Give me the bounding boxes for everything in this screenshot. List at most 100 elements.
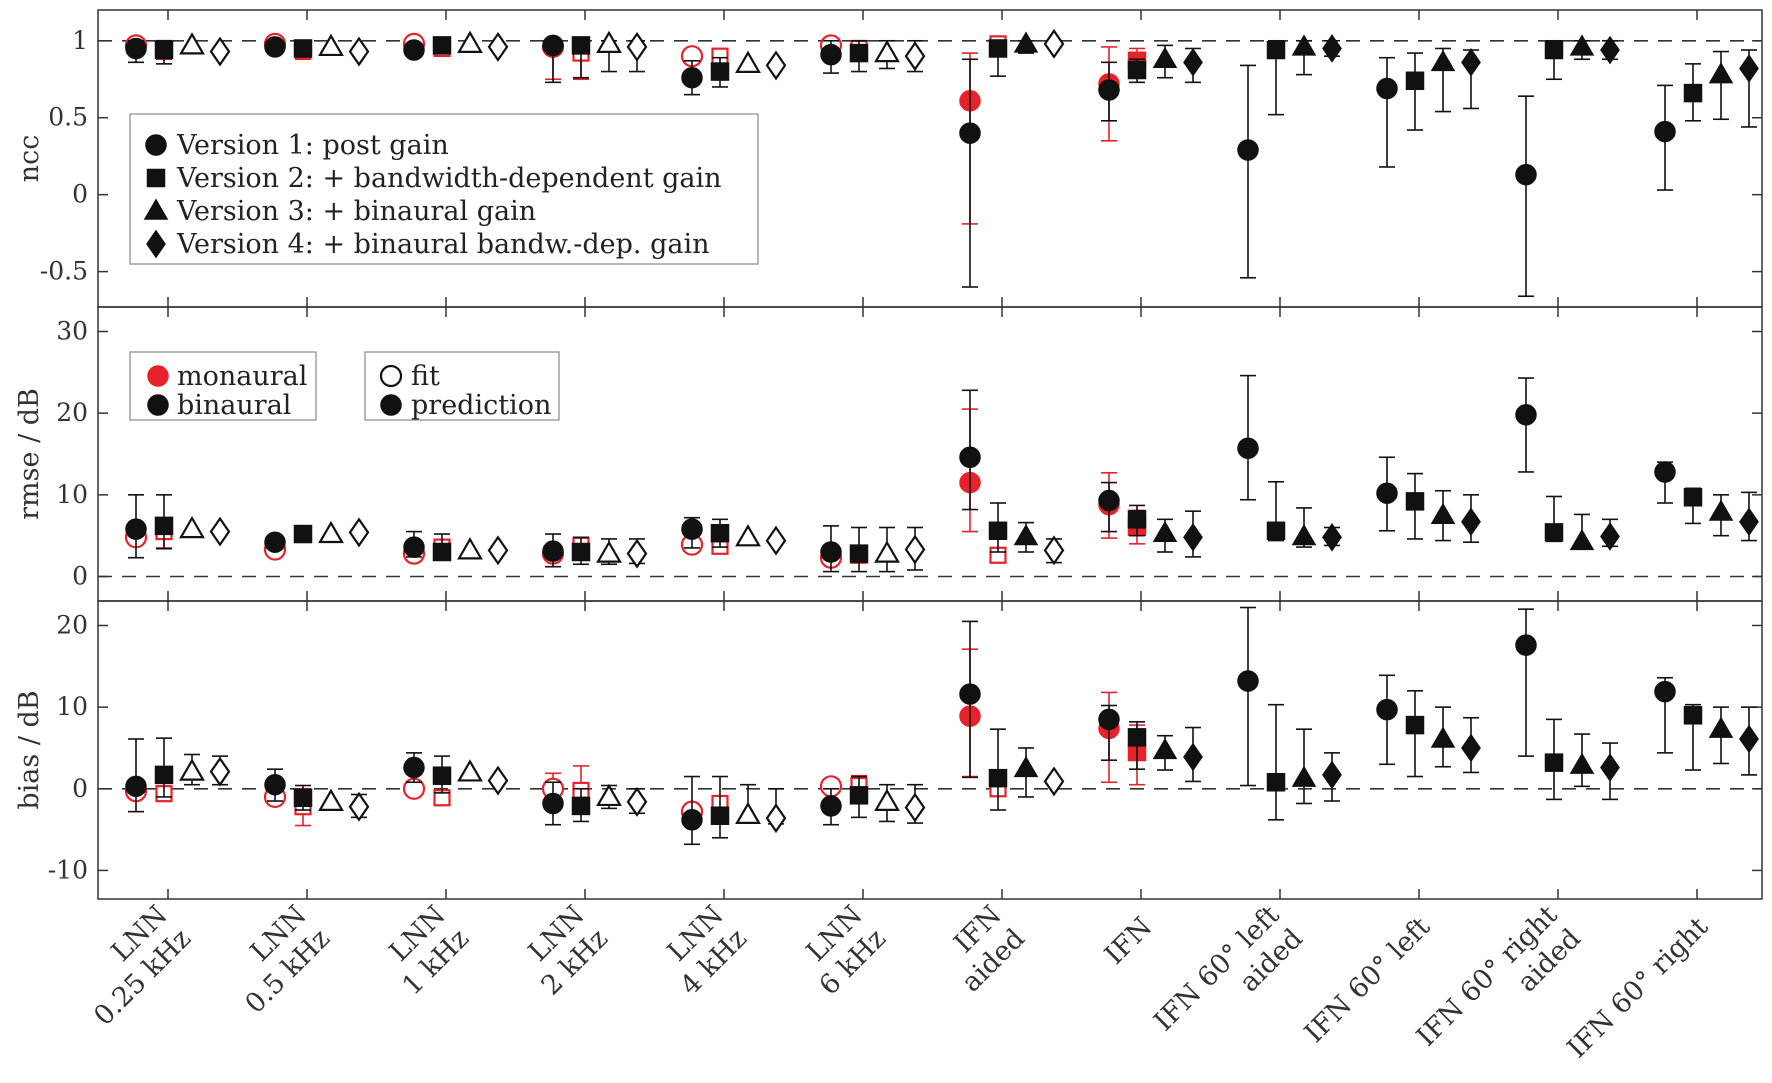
circle-marker xyxy=(959,683,981,705)
square-marker xyxy=(293,788,313,808)
data-point xyxy=(125,494,147,559)
data-point xyxy=(1322,522,1342,552)
data-point xyxy=(487,32,509,62)
diamond-marker xyxy=(348,791,370,822)
triangle-marker xyxy=(1708,716,1734,738)
circle-marker xyxy=(1098,708,1120,731)
data-point xyxy=(959,389,981,511)
triangle-marker xyxy=(874,540,900,563)
data-point xyxy=(403,530,425,558)
square-marker xyxy=(432,542,452,562)
diamond-marker xyxy=(904,41,926,72)
diamond-marker xyxy=(487,32,509,62)
data-point xyxy=(1569,733,1595,788)
data-point xyxy=(849,39,869,73)
square-marker xyxy=(293,39,313,58)
circle-marker xyxy=(542,540,564,562)
data-point xyxy=(1461,494,1481,544)
diamond-marker xyxy=(1600,753,1620,782)
square-marker xyxy=(988,521,1008,541)
circle-marker xyxy=(1654,461,1676,483)
data-point xyxy=(1544,718,1564,801)
circle-marker xyxy=(1376,77,1398,100)
data-point xyxy=(1237,64,1259,279)
triangle-marker xyxy=(596,540,622,563)
legend-circle-icon xyxy=(379,364,403,388)
data-point xyxy=(318,33,344,57)
data-point xyxy=(1515,95,1537,298)
data-point xyxy=(154,494,174,550)
data-point xyxy=(1405,52,1425,131)
triangle-marker xyxy=(1569,34,1595,56)
data-point xyxy=(1266,703,1286,821)
circle-marker xyxy=(542,34,564,57)
triangle-marker xyxy=(1708,499,1734,521)
diamond-marker xyxy=(1600,35,1620,65)
y-tick-label: 0 xyxy=(72,180,88,209)
data-point xyxy=(1322,752,1342,802)
data-point xyxy=(874,39,900,70)
data-point xyxy=(874,783,900,823)
data-point xyxy=(1152,518,1178,553)
circle-marker xyxy=(1654,120,1676,143)
circle-marker xyxy=(264,36,286,58)
legend-label: Version 1: post gain xyxy=(176,130,449,161)
data-point xyxy=(1600,518,1620,551)
legend-circle-icon xyxy=(145,134,167,156)
y-tick-label: 20 xyxy=(56,398,88,427)
circle-marker xyxy=(1376,482,1398,504)
square-marker xyxy=(154,765,174,785)
data-point xyxy=(1013,747,1039,798)
square-marker xyxy=(988,39,1008,58)
triangle-marker xyxy=(596,30,622,53)
circle-marker xyxy=(959,446,981,469)
data-point xyxy=(1376,674,1398,766)
square-marker xyxy=(1544,523,1564,542)
data-point xyxy=(1739,49,1759,128)
data-point xyxy=(293,784,313,811)
y-tick-label: 10 xyxy=(56,480,88,509)
data-point xyxy=(1461,716,1481,774)
data-point xyxy=(264,531,286,553)
data-point xyxy=(1237,374,1259,501)
data-point xyxy=(403,39,425,61)
square-marker xyxy=(154,516,174,536)
circle-marker xyxy=(1376,698,1398,721)
data-point xyxy=(1098,61,1120,122)
data-point xyxy=(457,30,483,53)
triangle-marker xyxy=(1569,528,1595,551)
triangle-marker xyxy=(1013,755,1039,778)
data-point xyxy=(1654,461,1676,504)
data-point xyxy=(487,535,509,566)
data-point xyxy=(264,768,286,802)
data-point xyxy=(626,32,648,73)
circle-marker xyxy=(1515,163,1537,186)
diamond-marker xyxy=(1739,724,1759,754)
triangle-marker xyxy=(1291,765,1317,787)
circle-marker xyxy=(125,518,147,540)
data-point xyxy=(1127,58,1147,84)
y-axis-label: ncc xyxy=(14,135,45,183)
data-point xyxy=(1183,510,1203,558)
data-point xyxy=(874,526,900,573)
circle-marker xyxy=(1515,634,1537,656)
legend-label: Version 4: + binaural bandw.-dep. gain xyxy=(176,229,710,260)
square-marker xyxy=(988,768,1008,788)
data-point xyxy=(457,759,483,782)
diamond-marker xyxy=(209,36,231,67)
data-point xyxy=(457,537,483,560)
data-point xyxy=(765,787,787,834)
square-marker xyxy=(1405,71,1425,91)
data-point xyxy=(959,620,981,779)
data-point xyxy=(1544,39,1564,81)
square-marker xyxy=(849,43,869,63)
y-tick-label: 20 xyxy=(56,610,88,639)
data-point xyxy=(1152,734,1178,771)
circle-marker xyxy=(681,809,703,831)
data-point xyxy=(571,36,591,79)
triangle-marker xyxy=(1152,520,1178,542)
data-point xyxy=(681,516,703,549)
